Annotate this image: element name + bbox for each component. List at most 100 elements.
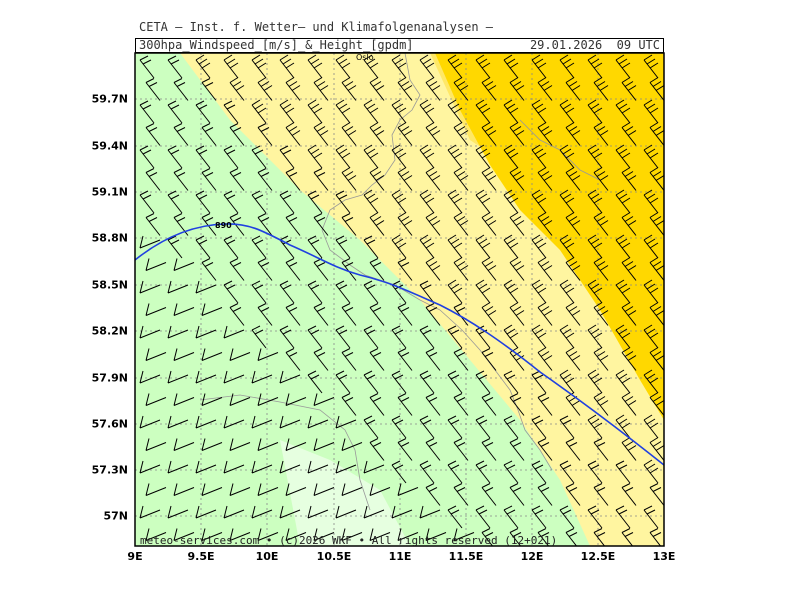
wind-barb	[593, 257, 609, 281]
wind-barb	[509, 393, 525, 416]
wind-barb-shape	[313, 528, 335, 541]
wind-barb-shape	[531, 324, 547, 349]
wind-barb	[229, 168, 245, 191]
wind-barb	[447, 505, 463, 529]
wind-barb-shape	[593, 122, 609, 146]
coastline	[199, 53, 601, 511]
wind-barb-shape	[341, 303, 357, 326]
wind-barb-shape	[559, 505, 575, 529]
wind-barb-shape	[223, 460, 245, 474]
wind-barb	[615, 369, 631, 394]
wind-barb	[425, 212, 441, 236]
wind-barb-shape	[453, 528, 475, 541]
wind-barb	[593, 392, 609, 416]
wind-barb-shape	[285, 122, 301, 146]
wind-barb	[145, 168, 161, 191]
wind-barb-shape	[475, 99, 491, 124]
wind-barb-shape	[453, 438, 469, 461]
wind-barb-shape	[313, 483, 335, 496]
wind-barb	[587, 414, 603, 439]
wind-barb-shape	[509, 393, 525, 416]
wind-barb-shape	[397, 483, 419, 496]
lat-tick-label: 57.3N	[91, 463, 128, 477]
wind-barb-shape	[559, 369, 575, 394]
wind-barb	[363, 189, 379, 214]
wind-barb-shape	[397, 212, 413, 236]
wind-barb-shape	[447, 370, 463, 394]
wind-barb	[397, 258, 413, 281]
wind-barb	[615, 414, 631, 439]
wind-barb-shape	[369, 348, 385, 371]
wind-barb	[369, 348, 385, 371]
wind-barb	[397, 167, 413, 191]
wind-barb-shape	[307, 190, 323, 214]
wind-barb	[335, 235, 351, 259]
wind-barb-shape	[279, 190, 295, 214]
wind-barb-shape	[229, 393, 251, 406]
wind-barb-shape	[167, 370, 189, 384]
wind-barb	[285, 393, 307, 406]
wind-barb	[139, 460, 161, 474]
wind-barb-shape	[559, 460, 575, 484]
wind-barb	[475, 144, 491, 169]
wind-barb	[391, 144, 407, 169]
wind-barb-shape	[369, 77, 385, 101]
wind-barb-shape	[363, 325, 379, 349]
wind-barb-shape	[481, 167, 497, 191]
wind-barb	[279, 280, 295, 304]
wind-barb	[195, 235, 211, 259]
wind-barb	[649, 302, 664, 326]
wind-barb-shape	[229, 483, 251, 496]
wind-barb-shape	[251, 54, 267, 79]
wind-barb	[621, 347, 637, 371]
wind-barb-shape	[279, 54, 295, 79]
wind-barb	[565, 257, 581, 281]
lat-tick-label: 57.9N	[91, 371, 128, 385]
wind-barb-shape	[139, 55, 155, 79]
wind-barb-shape	[481, 77, 497, 101]
wind-barb	[201, 483, 223, 496]
wind-barb-shape	[397, 167, 413, 191]
wind-barb-shape	[615, 234, 631, 259]
wind-barb-shape	[503, 370, 519, 394]
wind-barb-shape	[223, 505, 245, 519]
wind-barb	[531, 279, 547, 304]
wind-barb-shape	[565, 438, 581, 461]
wind-barb-shape	[257, 528, 279, 541]
wind-barb	[453, 122, 469, 146]
wind-barb-shape	[397, 303, 413, 326]
wind-barb-shape	[447, 144, 463, 169]
wind-barb-shape	[419, 505, 441, 519]
wind-barb-shape	[257, 393, 279, 406]
wind-barb-shape	[341, 77, 357, 101]
wind-barb-shape	[201, 348, 223, 361]
wind-barb-shape	[531, 415, 547, 439]
wind-barb	[195, 325, 217, 339]
wind-barb-shape	[307, 144, 323, 169]
wind-barb-shape	[509, 347, 525, 371]
wind-barb-shape	[335, 370, 351, 394]
wind-barb-shape	[307, 99, 323, 124]
wind-barb-shape	[341, 167, 357, 191]
wind-barb-shape	[531, 99, 547, 124]
wind-barb-shape	[313, 77, 329, 101]
wind-barb	[195, 100, 211, 124]
wind-barb	[453, 438, 469, 461]
wind-barb-shape	[285, 528, 307, 541]
wind-barb-shape	[257, 77, 273, 101]
wind-barb-shape	[229, 258, 245, 281]
wind-barb	[279, 460, 301, 474]
wind-barb	[307, 235, 323, 259]
wind-barb-shape	[475, 460, 491, 484]
wind-barb-shape	[251, 235, 267, 259]
wind-barb-shape	[251, 190, 267, 214]
wind-barb	[503, 505, 519, 529]
wind-barb	[229, 213, 245, 236]
wind-barb-shape	[453, 212, 469, 236]
wind-barb-shape	[565, 77, 581, 101]
wind-barb-shape	[341, 483, 363, 496]
wind-barb-shape	[621, 257, 637, 281]
wind-barb	[565, 528, 578, 546]
wind-barb	[201, 528, 223, 541]
wind-barb	[145, 438, 167, 451]
